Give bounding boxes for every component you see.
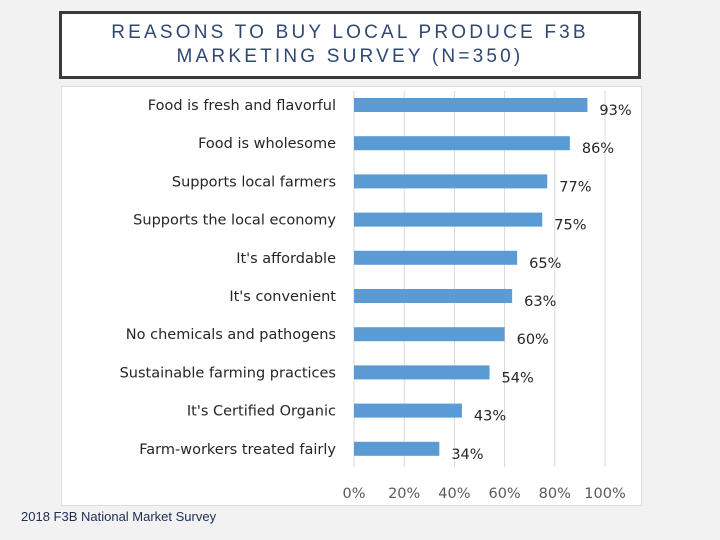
bar xyxy=(354,250,518,265)
bar xyxy=(354,136,570,151)
bar xyxy=(354,441,440,456)
data-label: 34% xyxy=(451,447,483,463)
category-label: It's convenient xyxy=(229,289,336,305)
category-label: Food is fresh and flavorful xyxy=(148,98,336,114)
x-tick-label: 100% xyxy=(584,486,625,502)
category-label: Supports local farmers xyxy=(172,174,336,190)
bar xyxy=(354,98,588,112)
title-box: REASONS TO BUY LOCAL PRODUCE F3B MARKETI… xyxy=(59,11,641,79)
data-label: 86% xyxy=(582,141,614,157)
chart-title-line-1: REASONS TO BUY LOCAL PRODUCE F3B xyxy=(111,22,589,43)
data-label: 43% xyxy=(474,409,506,425)
category-label: Food is wholesome xyxy=(198,136,336,152)
x-tick-label: 0% xyxy=(342,486,365,502)
bar xyxy=(354,289,513,303)
bar-chart: Food is fresh and flavorful 93% Food is wh… xyxy=(120,91,632,502)
source-note: 2018 F3B National Market Survey xyxy=(21,509,217,524)
x-tick-label: 20% xyxy=(388,486,420,502)
category-label: Supports the local economy xyxy=(133,213,336,229)
category-label: No chemicals and pathogens xyxy=(126,327,336,343)
bar xyxy=(354,365,490,380)
category-label: Farm-workers treated fairly xyxy=(139,442,336,458)
x-tick-label: 80% xyxy=(539,486,571,502)
x-tick-label: 60% xyxy=(488,486,520,502)
bar xyxy=(354,174,548,189)
data-label: 77% xyxy=(559,179,591,195)
category-label: It's Certified Organic xyxy=(187,404,336,420)
data-label: 60% xyxy=(517,332,549,348)
category-label: It's affordable xyxy=(236,251,336,267)
data-label: 75% xyxy=(554,218,586,234)
data-label: 93% xyxy=(599,103,631,119)
x-tick-label: 40% xyxy=(438,486,470,502)
data-label: 63% xyxy=(524,294,556,310)
bar xyxy=(354,403,462,418)
bar xyxy=(354,212,543,227)
data-label: 65% xyxy=(529,256,561,272)
chart-title-line-2: MARKETING SURVEY (N=350) xyxy=(176,46,524,67)
chart-panel: Food is fresh and flavorful 93% Food is wh… xyxy=(61,86,642,506)
data-label: 54% xyxy=(502,370,534,386)
category-label: Sustainable farming practices xyxy=(120,365,336,381)
bar xyxy=(354,327,505,342)
